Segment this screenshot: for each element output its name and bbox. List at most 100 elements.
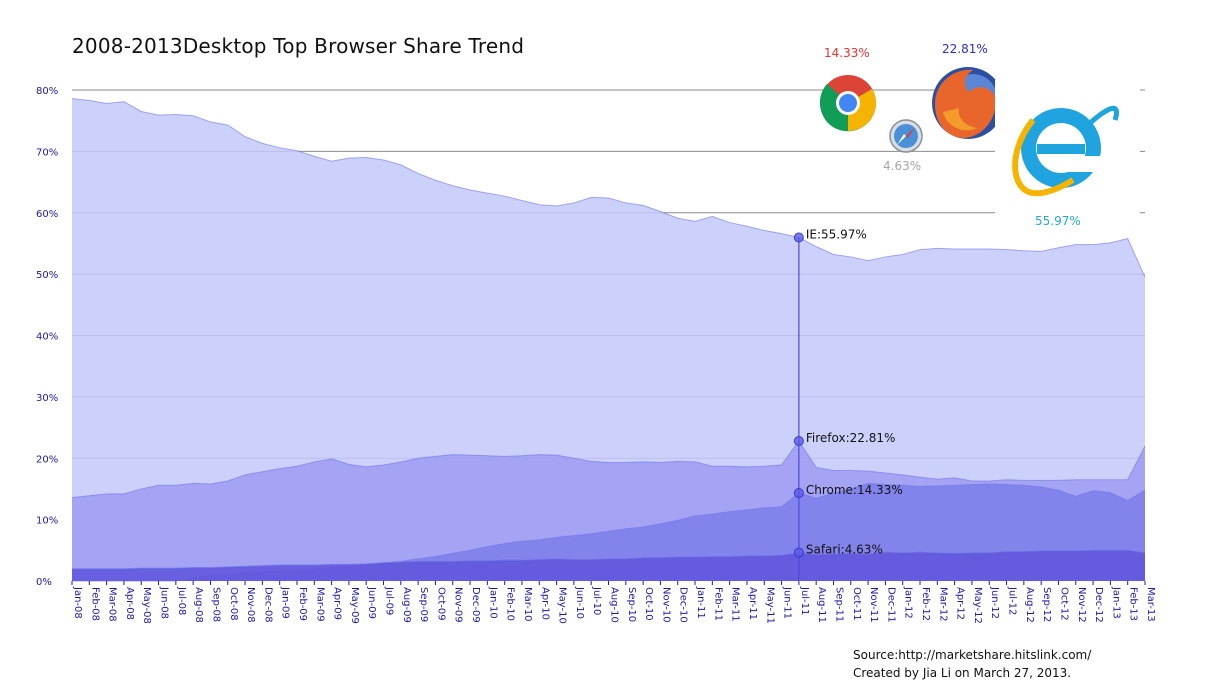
x-tick-label: Apr-08 xyxy=(124,587,135,620)
marker-dot-chrome xyxy=(793,488,804,499)
x-tick-label: Jul-11 xyxy=(799,586,810,615)
x-tick-label: May-12 xyxy=(972,587,983,624)
x-tick-label: Jan-11 xyxy=(695,586,706,619)
x-tick-label: Nov-10 xyxy=(660,587,671,623)
y-tick-label: 10% xyxy=(36,516,58,527)
x-tick-label: Nov-08 xyxy=(245,587,256,623)
x-tick-label: Oct-09 xyxy=(435,587,446,621)
series-areas xyxy=(71,98,1146,582)
x-tick-label: Feb-10 xyxy=(505,587,516,621)
x-tick-label: Jul-09 xyxy=(384,586,395,615)
x-tick-label: Mar-11 xyxy=(730,587,741,622)
firefox-share-label: 22.81% xyxy=(942,42,988,56)
safari-logo-group: 4.63% xyxy=(880,116,930,176)
x-tick-label: Jun-11 xyxy=(782,586,793,619)
x-tick-label: Jan-12 xyxy=(903,586,914,619)
x-tick-label: Jun-08 xyxy=(159,586,170,619)
x-tick-label: Feb-09 xyxy=(297,587,308,621)
marker-dot-safari xyxy=(793,547,804,558)
y-tick-label: 80% xyxy=(36,86,58,97)
series-line-firefox xyxy=(71,440,1146,499)
x-tick-label: Apr-12 xyxy=(955,587,966,620)
series-line-safari xyxy=(72,549,1146,570)
y-tick-label: 50% xyxy=(36,270,58,281)
x-tick-label: Oct-12 xyxy=(1058,587,1069,621)
x-tick-label: Sep-12 xyxy=(1041,587,1052,622)
x-tick-label: May-08 xyxy=(141,587,152,624)
x-tick-label: Mar-12 xyxy=(937,587,948,622)
x-tick-label: Dec-08 xyxy=(262,587,273,623)
x-tick-label: Apr-11 xyxy=(747,587,758,620)
x-tick-label: Jan-09 xyxy=(280,586,291,619)
x-tick-label: Aug-11 xyxy=(816,587,827,623)
x-tick-label: Jun-09 xyxy=(366,586,377,619)
series-area-ie xyxy=(72,98,1145,581)
y-tick-label: 20% xyxy=(36,454,58,465)
x-tick-label: Dec-11 xyxy=(885,587,896,623)
chrome-logo-group: 14.33% xyxy=(810,46,882,136)
x-tick-label: May-09 xyxy=(349,587,360,624)
x-tick-label: Jun-12 xyxy=(989,586,1000,619)
x-tick-label: Aug-10 xyxy=(609,587,620,623)
x-tick-label: Apr-10 xyxy=(539,587,550,620)
x-tick-label: Nov-12 xyxy=(1076,587,1087,623)
y-tick-label: 0% xyxy=(36,577,52,588)
safari-share-label: 4.63% xyxy=(883,159,922,173)
x-tick-label: Mar-10 xyxy=(522,587,533,622)
x-tick-label: Jul-10 xyxy=(591,586,602,615)
x-tick-label: Feb-11 xyxy=(712,587,723,621)
x-tick-label: Mar-13 xyxy=(1145,587,1156,622)
y-tick-label: 40% xyxy=(36,332,58,343)
x-tick-label: Nov-11 xyxy=(868,587,879,623)
callout-firefox: Firefox:22.81% xyxy=(806,431,896,445)
x-tick-label: Jan-13 xyxy=(1110,586,1121,619)
x-tick-label: Sep-09 xyxy=(418,587,429,622)
chart-title: 2008-2013Desktop Top Browser Share Trend xyxy=(72,34,525,58)
callout-ie: IE:55.97% xyxy=(806,227,867,241)
series-line-ie xyxy=(71,98,1146,278)
ie-icon xyxy=(1012,106,1119,197)
y-tick-label: 70% xyxy=(36,147,58,158)
chrome-share-label: 14.33% xyxy=(824,46,870,60)
safari-icon xyxy=(889,119,923,153)
x-tick-label: Nov-09 xyxy=(453,587,464,623)
x-tick-label: Feb-13 xyxy=(1128,587,1139,621)
x-tick-label: Dec-09 xyxy=(470,587,481,623)
x-tick-label: Mar-08 xyxy=(107,587,118,622)
created-by-line: Created by Jia Li on March 27, 2013. xyxy=(853,666,1072,680)
firefox-icon xyxy=(932,67,1004,139)
x-tick-label: Sep-10 xyxy=(626,587,637,622)
ie-logo-group: 55.97% xyxy=(995,80,1140,230)
chrome-icon xyxy=(819,75,876,132)
hover-marker: IE:55.97% Firefox:22.81% Chrome:14.33% Safa… xyxy=(793,227,903,581)
x-tick-label: Aug-08 xyxy=(193,587,204,623)
callout-safari: Safari:4.63% xyxy=(806,543,883,557)
x-tick-label: Oct-10 xyxy=(643,587,654,621)
x-tick-label: Aug-09 xyxy=(401,587,412,623)
callout-chrome: Chrome:14.33% xyxy=(806,483,903,497)
x-tick-label: Feb-12 xyxy=(920,587,931,621)
x-tick-label: Dec-10 xyxy=(678,587,689,623)
x-tick-label: Apr-09 xyxy=(332,587,343,620)
x-tick-label: Aug-12 xyxy=(1024,587,1035,623)
x-tick-label: Sep-08 xyxy=(210,587,221,622)
x-tick-label: Jul-12 xyxy=(1007,586,1018,615)
x-tick-label: Sep-11 xyxy=(833,587,844,622)
x-axis-ticks: Jan-08 Feb-08 Mar-08 Apr-08 May-08 Jun-08 Jul-… xyxy=(71,581,1156,624)
y-tick-label: 60% xyxy=(36,209,58,220)
marker-dot-ie xyxy=(793,232,804,243)
x-tick-label: May-10 xyxy=(557,587,568,624)
firefox-logo-group: 22.81% xyxy=(925,40,1015,150)
y-tick-label: 30% xyxy=(36,393,58,404)
x-tick-label: Dec-12 xyxy=(1093,587,1104,623)
marker-dot-firefox xyxy=(793,436,804,447)
x-tick-label: Oct-08 xyxy=(228,587,239,621)
x-tick-label: Jun-10 xyxy=(574,586,585,619)
x-tick-label: May-11 xyxy=(764,587,775,624)
x-tick-label: Jan-10 xyxy=(487,586,498,619)
source-note: Source:http://marketshare.hitslink.com/ … xyxy=(853,646,1091,682)
series-area-safari xyxy=(72,550,1145,581)
x-tick-label: Feb-08 xyxy=(89,587,100,621)
ie-share-label: 55.97% xyxy=(1035,214,1081,228)
